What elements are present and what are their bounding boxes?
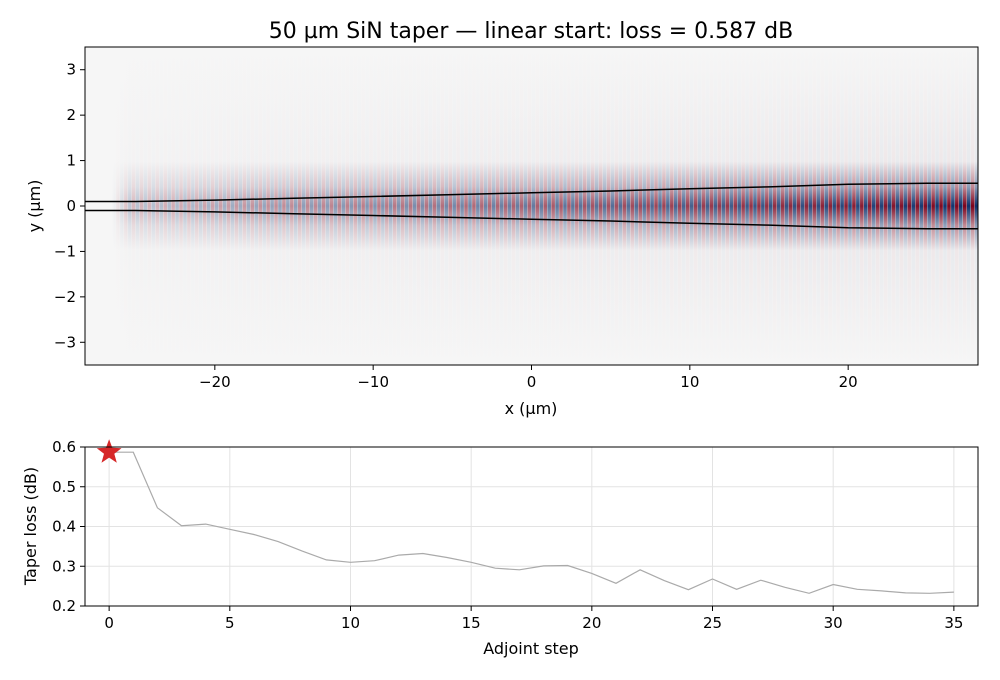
field-source-fade <box>85 47 978 365</box>
loss-y-ticks: 0.2 0.3 0.4 0.5 0.6 <box>52 438 85 615</box>
loss-x-tick-label: 15 <box>462 614 481 632</box>
loss-y-tick-label: 0.4 <box>52 518 76 536</box>
heatmap-x-tick-label: 0 <box>527 373 537 391</box>
heatmap-x-tick-label: 20 <box>839 373 858 391</box>
heatmap-x-tick-label: −10 <box>357 373 389 391</box>
loss-x-tick-label: 5 <box>225 614 235 632</box>
loss-y-tick-label: 0.6 <box>52 438 76 456</box>
loss-y-tick-label: 0.3 <box>52 557 76 575</box>
field-fringes <box>85 47 978 365</box>
heatmap-y-label: y (µm) <box>25 180 44 233</box>
heatmap-y-tick-label: −2 <box>54 288 76 306</box>
loss-history-panel: 0 5 10 15 20 25 30 35 0.2 0.3 0.4 0.5 0.6 Adjoint s… <box>21 438 979 658</box>
loss-x-tick-label: 25 <box>703 614 722 632</box>
heatmap-y-tick-label: 1 <box>66 152 76 170</box>
heatmap-y-tick-label: −3 <box>54 333 76 351</box>
start-star-marker <box>96 439 122 463</box>
heatmap-x-tick-label: −20 <box>199 373 231 391</box>
loss-x-tick-label: 10 <box>341 614 360 632</box>
loss-y-tick-label: 0.5 <box>52 478 76 496</box>
heatmap-x-label: x (µm) <box>505 399 558 418</box>
loss-series-line <box>109 451 954 594</box>
heatmap-y-tick-label: −1 <box>54 242 76 260</box>
heatmap-y-ticks: −3 −2 −1 0 1 2 3 <box>54 61 85 351</box>
heatmap-x-ticks: −20 −10 0 10 20 <box>199 365 858 391</box>
loss-y-label: Taper loss (dB) <box>21 467 40 586</box>
loss-x-ticks: 0 5 10 15 20 25 30 35 <box>104 606 963 632</box>
heatmap-title: 50 µm SiN taper — linear start: loss = 0… <box>269 19 793 44</box>
heatmap-y-tick-label: 2 <box>66 106 76 124</box>
heatmap-x-tick-label: 10 <box>680 373 699 391</box>
taper-outline <box>85 182 978 230</box>
loss-y-tick-label: 0.2 <box>52 597 76 615</box>
heatmap-y-tick-label: 0 <box>66 197 76 215</box>
loss-x-tick-label: 20 <box>582 614 601 632</box>
heatmap-y-tick-label: 3 <box>66 61 76 79</box>
taper-lower-edge <box>85 209 978 230</box>
loss-x-tick-label: 35 <box>944 614 963 632</box>
loss-x-label: Adjoint step <box>483 639 579 658</box>
loss-x-tick-label: 0 <box>104 614 114 632</box>
taper-upper-edge <box>85 182 978 203</box>
loss-x-tick-label: 30 <box>824 614 843 632</box>
